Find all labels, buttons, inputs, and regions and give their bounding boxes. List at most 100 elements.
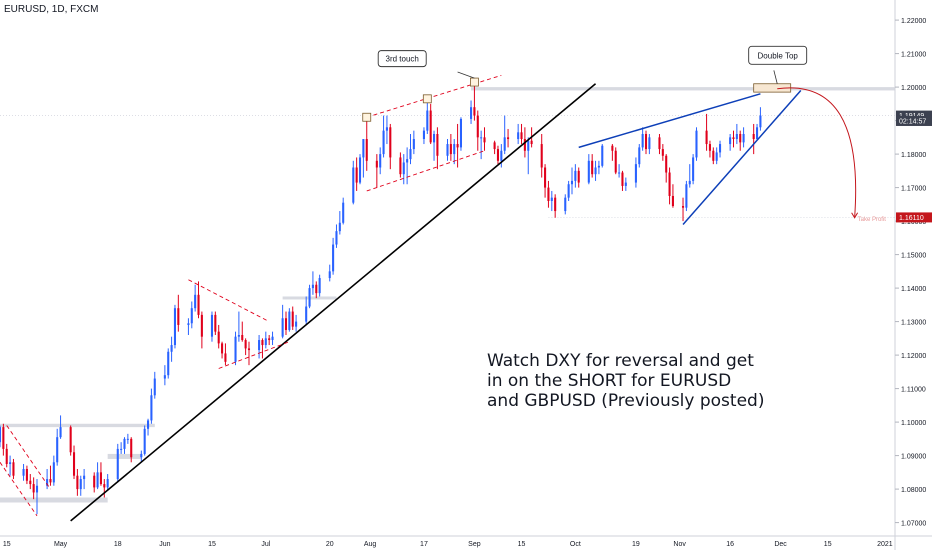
candle-body (470, 107, 473, 119)
candle-body (641, 134, 644, 148)
candle-body (544, 167, 547, 188)
trade-note-line: and GBPUSD (Previously posted) (487, 391, 765, 411)
channel-dashed-line (218, 341, 290, 369)
candle-body (163, 375, 166, 379)
candle-body (106, 479, 109, 488)
candle-body (9, 462, 12, 464)
drawings-layer: 3rd touch Double Top Take Profit (0, 45, 886, 522)
candle-body (52, 462, 55, 483)
candle-body (759, 115, 762, 128)
candle-body (338, 222, 341, 232)
candle-body (520, 132, 523, 140)
candle-body (25, 469, 28, 481)
candle-body (5, 448, 8, 464)
candle-body (517, 132, 520, 140)
candle-body (328, 271, 331, 279)
candle-body (93, 475, 96, 488)
candle-body (214, 314, 217, 332)
candle-body (123, 438, 126, 449)
candle-body (644, 134, 648, 150)
candle-body (35, 485, 39, 493)
candle-body (412, 139, 415, 150)
price-tick-label: 1.17000 (901, 186, 926, 193)
touch-marker (422, 94, 432, 104)
supply-zone (0, 497, 108, 503)
time-tick-label: Jul (261, 541, 270, 548)
candle-body (739, 134, 742, 143)
price-tick-label: 1.15000 (901, 253, 926, 260)
candle-body (210, 314, 214, 337)
candle-body (120, 448, 123, 450)
candle-body (308, 288, 311, 307)
candle-body (69, 427, 72, 453)
candle-body (288, 311, 291, 330)
candle-body (389, 127, 392, 158)
candle-body (729, 137, 732, 145)
candle-body (46, 479, 49, 486)
time-tick-label: 15 (824, 541, 832, 548)
price-tick-label: 1.07000 (901, 521, 926, 528)
candle-body (332, 244, 335, 272)
candle-body (268, 338, 271, 341)
target-price-tag-bg (896, 212, 932, 223)
candle-body (712, 150, 715, 161)
candle-body (473, 107, 476, 116)
candle-body (355, 167, 358, 183)
candle-body (732, 137, 735, 140)
candle-body (500, 150, 503, 161)
candle-body (170, 345, 173, 352)
candle-body (382, 130, 385, 155)
trade-note-line: Watch DXY for reversal and get (487, 351, 754, 371)
price-tick-label: 1.11000 (901, 387, 926, 394)
candle-body (217, 331, 220, 344)
candle-body (399, 157, 402, 175)
candle-body (638, 147, 641, 165)
candle-body (708, 144, 711, 151)
supply-zone (471, 87, 895, 91)
time-tick-label: 2021 (877, 541, 893, 548)
candle-body (153, 378, 156, 396)
candle-body (140, 453, 143, 458)
candle-body (426, 110, 429, 131)
candle-body (379, 154, 382, 168)
time-tick-label: 15 (208, 541, 216, 548)
candle-body (449, 144, 452, 155)
candle-body (99, 472, 102, 485)
candle-body (756, 127, 759, 140)
candle-body (83, 475, 86, 480)
time-tick-label: May (54, 541, 68, 548)
candle-body (261, 340, 264, 346)
candle-body (59, 427, 62, 438)
candle-body (554, 197, 557, 212)
candle-body (587, 160, 590, 183)
candle-body (715, 152, 718, 161)
time-tick-label: 18 (114, 541, 122, 548)
candle-body (624, 182, 627, 186)
candle-body (507, 137, 510, 140)
candle-body (614, 150, 617, 173)
candle-body (436, 134, 439, 156)
candle-body (530, 140, 533, 145)
candle-body (550, 197, 553, 201)
candle-body (422, 130, 425, 140)
candle-body (224, 353, 227, 362)
time-tick-label: Aug (364, 541, 377, 548)
candle-body (594, 167, 597, 175)
candle-body (567, 184, 570, 198)
candle-body (358, 157, 362, 183)
candle-body (409, 149, 412, 160)
candle-body (244, 340, 247, 349)
candle-body (692, 157, 695, 181)
supply-zone (0, 423, 155, 428)
candle-body (375, 160, 378, 168)
candle-body (365, 139, 368, 161)
candle-body (0, 427, 2, 443)
candle-body (187, 323, 190, 325)
candle-body (385, 127, 388, 131)
candle-body (493, 142, 496, 150)
candle-body (29, 480, 32, 485)
trade-note-line: in on the SHORT for EURUSD (487, 371, 732, 391)
candle-body (601, 145, 604, 166)
